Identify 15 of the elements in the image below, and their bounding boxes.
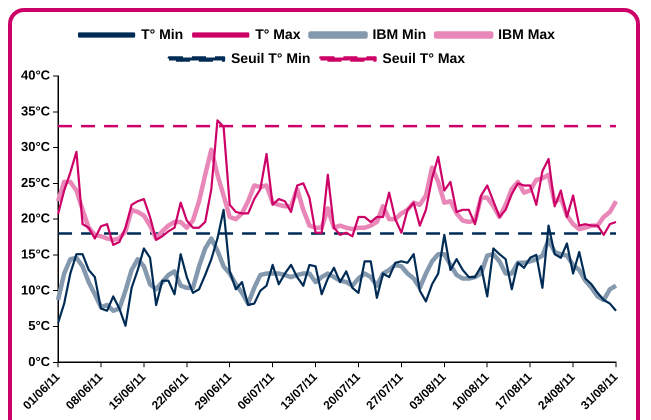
y-tick-label: 5°C: [28, 318, 51, 334]
legend-label: T° Max: [255, 26, 301, 42]
y-tick-label: 30°C: [21, 139, 51, 154]
y-tick-label: 25°C: [21, 174, 51, 190]
y-tick-label: 15°C: [21, 246, 51, 262]
y-tick-label: 35°C: [21, 103, 51, 118]
y-tick-label: 0°C: [28, 354, 51, 369]
legend-label: Seuil T° Min: [230, 50, 310, 66]
legend-label: IBM Max: [498, 26, 556, 42]
legend-label: T° Min: [141, 26, 184, 42]
y-tick-label: 40°C: [21, 68, 51, 83]
y-tick-label: 20°C: [21, 210, 51, 226]
legend-label: Seuil T° Max: [382, 50, 466, 66]
legend-label: IBM Min: [372, 26, 426, 42]
y-tick-label: 10°C: [21, 282, 51, 298]
